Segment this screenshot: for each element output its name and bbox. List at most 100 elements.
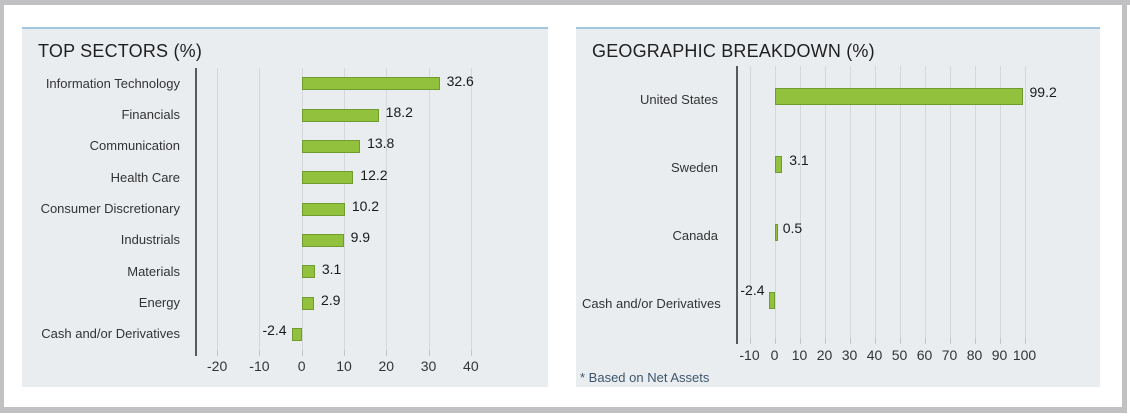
gridline xyxy=(799,66,801,338)
value-label: 12.2 xyxy=(360,166,388,183)
category-label: Materials xyxy=(127,263,180,279)
bar xyxy=(768,291,775,309)
bar xyxy=(774,87,1023,105)
gridline xyxy=(386,68,388,350)
x-axis-tick-label: 100 xyxy=(1012,347,1037,363)
category-label: Health Care xyxy=(110,169,180,185)
category-label: Industrials xyxy=(120,232,180,248)
x-axis-tick-label: 50 xyxy=(891,347,908,363)
x-axis-tick-label: -10 xyxy=(739,347,760,363)
value-label: -2.4 xyxy=(740,282,765,298)
bar xyxy=(301,202,345,216)
bar xyxy=(774,223,778,241)
value-label: 99.2 xyxy=(1029,84,1057,100)
category-label: Canada xyxy=(672,228,718,243)
gridline xyxy=(259,68,261,350)
gridline xyxy=(470,68,472,350)
x-axis-tick-label: 10 xyxy=(791,347,808,363)
category-axis-line xyxy=(195,68,197,356)
tick-mark xyxy=(999,338,1001,344)
tick-mark xyxy=(874,338,876,344)
tick-mark xyxy=(386,350,388,356)
tick-mark xyxy=(974,338,976,344)
gridline xyxy=(949,66,951,338)
tick-mark xyxy=(924,338,926,344)
x-axis-tick-label: 10 xyxy=(336,358,352,374)
category-label: Cash and/or Derivatives xyxy=(41,326,180,342)
gridline xyxy=(999,66,1001,338)
tick-mark xyxy=(301,350,303,356)
x-axis-tick-label: 20 xyxy=(378,358,395,374)
geographic-breakdown-title: GEOGRAPHIC BREAKDOWN (%) xyxy=(592,41,875,61)
gridline xyxy=(849,66,851,338)
category-label: Cash and/or Derivatives xyxy=(582,296,721,311)
tick-mark xyxy=(428,350,430,356)
top-sectors-plot: -20 -10 0 10 20 30 40 Information Technology 32.… xyxy=(22,29,548,387)
value-label: 3.1 xyxy=(321,260,342,277)
value-label: 9.9 xyxy=(350,229,371,246)
x-axis-tick-label: 40 xyxy=(866,347,883,363)
x-axis-tick-label: 0 xyxy=(770,347,779,363)
tick-mark xyxy=(799,338,801,344)
category-label: Communication xyxy=(89,138,180,154)
category-label: Energy xyxy=(138,295,180,310)
tick-mark xyxy=(1024,338,1026,344)
gridline xyxy=(1024,66,1026,338)
category-label: Information Technology xyxy=(45,75,180,91)
tick-mark xyxy=(849,338,851,344)
category-axis-line xyxy=(736,66,738,344)
value-label: -2.4 xyxy=(262,322,287,339)
tick-mark xyxy=(344,350,345,356)
category-label: Financials xyxy=(121,107,180,122)
bar xyxy=(291,327,302,341)
x-axis-tick-label: 90 xyxy=(991,347,1008,363)
x-axis-tick-label: 40 xyxy=(463,358,479,374)
bar xyxy=(301,265,315,279)
bar xyxy=(301,139,361,153)
gridline xyxy=(874,66,876,338)
value-label: 32.6 xyxy=(446,72,474,89)
bar xyxy=(301,108,379,122)
x-axis-tick-label: -20 xyxy=(207,358,228,374)
x-axis-tick-label: 20 xyxy=(816,347,833,363)
value-label: 2.9 xyxy=(320,292,341,308)
gridline xyxy=(217,68,219,350)
tick-mark xyxy=(470,350,472,356)
geographic-breakdown-plot: -10 0 10 20 30 40 50 60 70 80 90 100 United States 99… xyxy=(576,29,1100,387)
x-axis-tick-label: 70 xyxy=(941,347,958,363)
tick-mark xyxy=(774,338,776,344)
top-sectors-panel: TOP SECTORS (%) -20 -10 0 10 20 30 40 Informati… xyxy=(22,27,548,387)
x-axis-tick-label: 30 xyxy=(841,347,858,363)
x-axis-tick-label: 80 xyxy=(966,347,983,363)
x-axis-tick-label: 60 xyxy=(916,347,933,363)
gridline xyxy=(824,66,826,338)
value-label: 10.2 xyxy=(351,198,380,214)
frame-bottom-bar xyxy=(0,407,1127,413)
gridline xyxy=(924,66,926,338)
tick-mark xyxy=(824,338,826,344)
x-axis-tick-label: 0 xyxy=(297,358,306,374)
tick-mark xyxy=(899,338,901,344)
net-assets-footnote: * Based on Net Assets xyxy=(580,370,710,385)
top-sectors-title: TOP SECTORS (%) xyxy=(38,41,203,61)
value-label: 13.8 xyxy=(367,135,395,152)
frame-right-bar xyxy=(1122,5,1127,407)
x-axis-tick-label: 30 xyxy=(420,358,437,374)
tick-mark xyxy=(749,338,751,344)
bar xyxy=(301,296,314,310)
tick-mark xyxy=(217,350,219,356)
x-axis-tick-label: -10 xyxy=(249,358,270,374)
tick-mark xyxy=(259,350,261,356)
frame-top-bar xyxy=(0,0,1130,5)
bar xyxy=(774,155,783,173)
value-label: 18.2 xyxy=(385,104,413,120)
gridline xyxy=(899,66,901,338)
gridline xyxy=(774,66,776,338)
category-label: Sweden xyxy=(671,160,718,175)
bar xyxy=(301,171,354,185)
gridline xyxy=(749,66,751,338)
bar xyxy=(301,233,344,247)
category-label: United States xyxy=(639,92,718,107)
geographic-breakdown-panel: GEOGRAPHIC BREAKDOWN (%) -10 0 10 20 30 40 50 6… xyxy=(576,27,1100,387)
gridline xyxy=(428,68,430,350)
